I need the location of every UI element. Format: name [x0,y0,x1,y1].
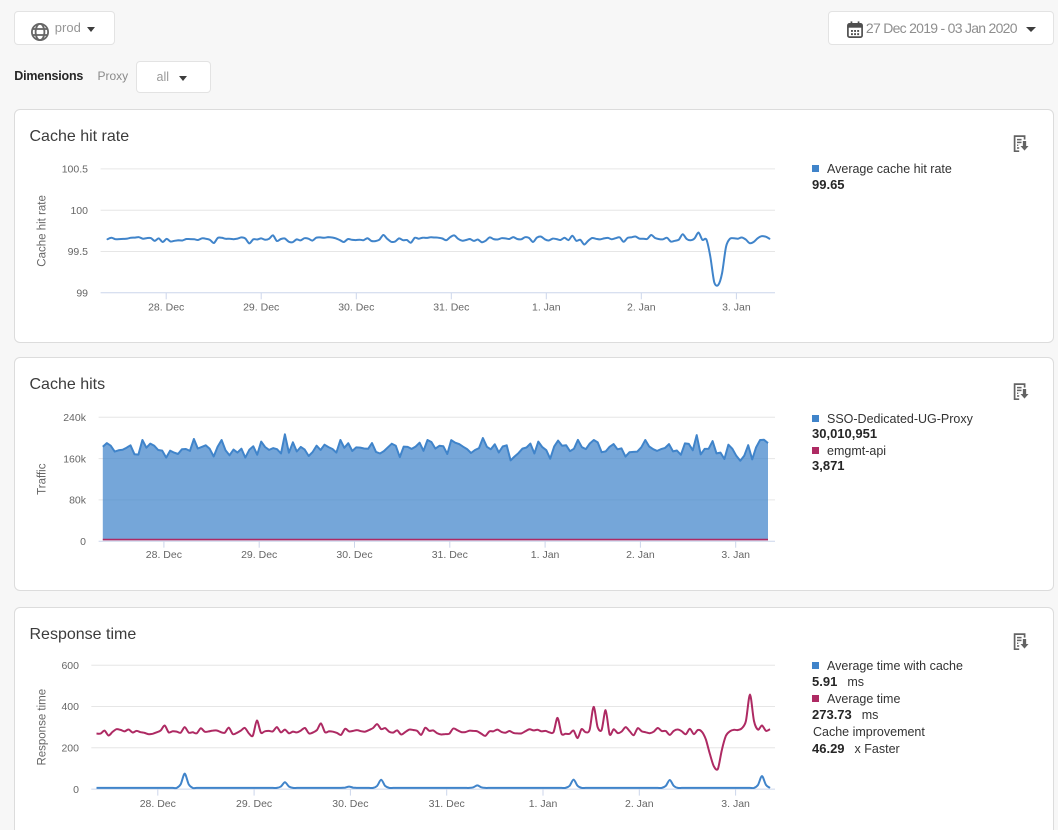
svg-text:100.5: 100.5 [62,163,88,175]
svg-text:2. Jan: 2. Jan [626,549,655,561]
svg-text:31. Dec: 31. Dec [433,301,469,313]
svg-text:28. Dec: 28. Dec [146,549,182,561]
svg-text:30. Dec: 30. Dec [338,301,374,313]
svg-text:29. Dec: 29. Dec [236,798,272,810]
svg-text:0: 0 [80,536,86,548]
svg-text:Response time: Response time [37,689,49,766]
svg-text:99.5: 99.5 [68,246,89,258]
svg-text:28. Dec: 28. Dec [148,301,184,313]
svg-text:3. Jan: 3. Jan [721,549,750,561]
svg-text:200: 200 [61,743,79,755]
svg-text:600: 600 [61,660,79,672]
svg-text:30. Dec: 30. Dec [332,798,368,810]
svg-text:1. Jan: 1. Jan [531,549,560,561]
svg-text:240k: 240k [63,412,87,424]
svg-text:400: 400 [61,701,79,713]
svg-text:30. Dec: 30. Dec [336,549,372,561]
svg-text:28. Dec: 28. Dec [140,798,176,810]
svg-text:1. Jan: 1. Jan [532,301,561,313]
svg-text:29. Dec: 29. Dec [243,301,279,313]
svg-text:2. Jan: 2. Jan [625,798,654,810]
svg-text:2. Jan: 2. Jan [627,301,656,313]
svg-text:100: 100 [70,204,88,216]
svg-text:3. Jan: 3. Jan [722,301,751,313]
svg-text:31. Dec: 31. Dec [432,549,468,561]
svg-text:3. Jan: 3. Jan [721,798,750,810]
svg-text:Traffic: Traffic [37,463,49,495]
svg-text:29. Dec: 29. Dec [241,549,277,561]
svg-text:31. Dec: 31. Dec [429,798,465,810]
svg-text:99: 99 [76,287,88,299]
svg-text:160k: 160k [63,453,87,465]
svg-text:Cache hit rate: Cache hit rate [37,195,49,267]
svg-text:0: 0 [73,784,79,796]
svg-text:1. Jan: 1. Jan [529,798,558,810]
svg-text:80k: 80k [69,495,87,507]
